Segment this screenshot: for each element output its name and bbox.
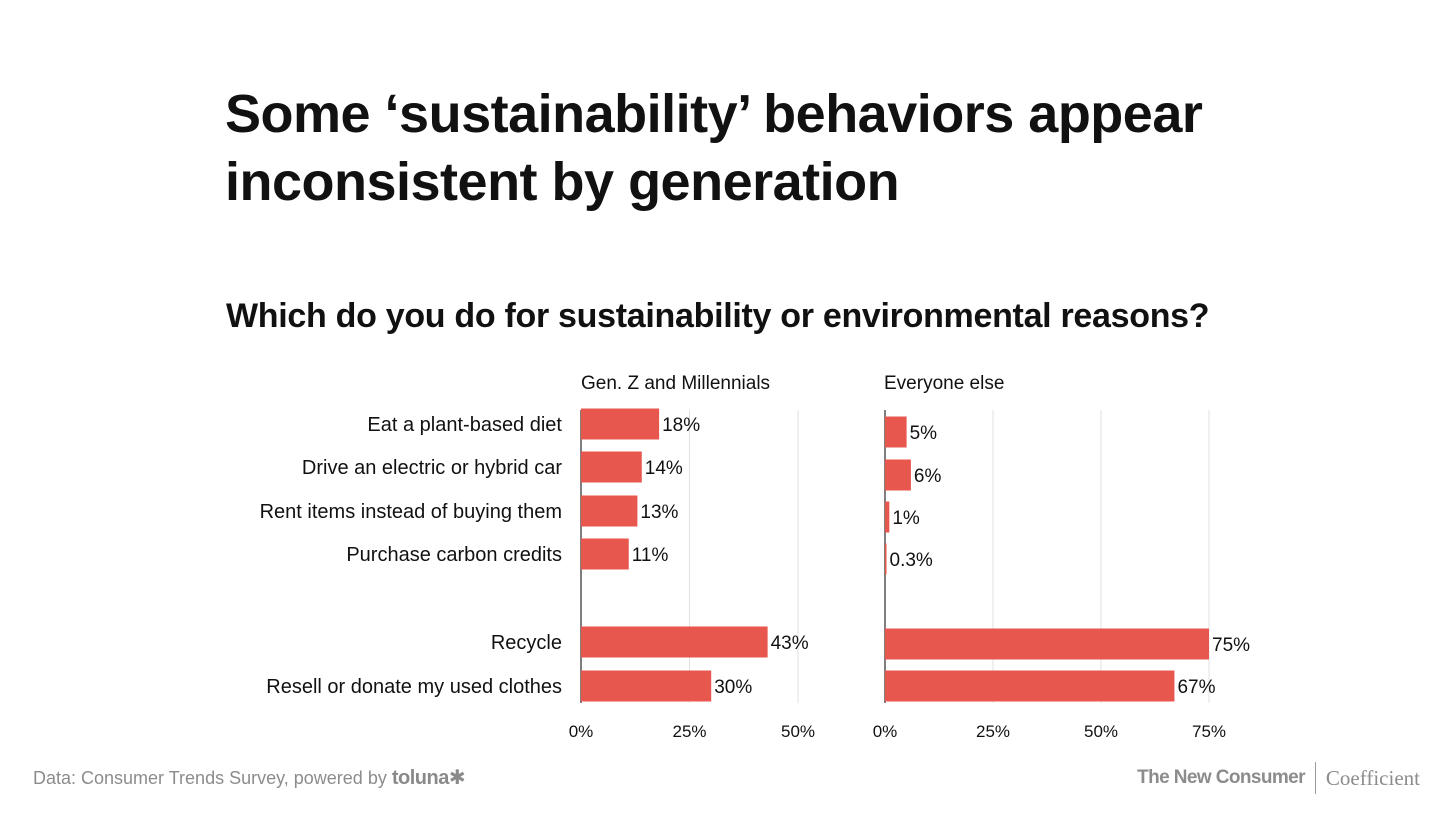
bar	[885, 670, 1175, 702]
source-text: Data: Consumer Trends Survey, powered by	[33, 768, 387, 788]
category-label: Recycle	[491, 632, 562, 654]
chart-question: Which do you do for sustainability or en…	[226, 297, 1210, 335]
bar	[581, 451, 642, 483]
category-label: Rent items instead of buying them	[260, 501, 562, 523]
the-new-consumer-logo: The New Consumer	[1137, 767, 1305, 788]
data-label: 75%	[1212, 635, 1250, 656]
data-label: 13%	[640, 502, 678, 523]
page-title: Some ‘sustainability’ behaviors appear i…	[225, 84, 1203, 212]
brand-logos: The New Consumer Coefficient	[1137, 762, 1420, 794]
x-tick-label: 50%	[781, 722, 815, 741]
x-tick-label: 0%	[569, 722, 594, 741]
panel-title: Everyone else	[884, 373, 1004, 394]
x-tick-label: 75%	[1192, 722, 1226, 741]
category-label: Purchase carbon credits	[346, 544, 562, 566]
category-label: Drive an electric or hybrid car	[302, 457, 562, 479]
bar	[581, 626, 768, 658]
bar	[885, 543, 887, 575]
data-label: 14%	[645, 458, 683, 479]
data-label: 67%	[1177, 677, 1215, 698]
x-tick-label: 25%	[976, 722, 1010, 741]
data-label: 5%	[910, 423, 938, 444]
x-tick-label: 50%	[1084, 722, 1118, 741]
data-source-note: Data: Consumer Trends Survey, powered by…	[33, 765, 466, 790]
category-label: Eat a plant-based diet	[367, 414, 562, 436]
bar	[581, 408, 660, 440]
bar	[581, 670, 712, 702]
data-label: 43%	[771, 633, 809, 654]
data-label: 1%	[892, 508, 920, 529]
coefficient-logo: Coefficient	[1325, 765, 1420, 790]
data-label: 0.3%	[890, 550, 933, 571]
brand-divider	[1314, 762, 1316, 794]
bar	[885, 459, 911, 491]
data-label: 30%	[714, 677, 752, 698]
bar	[885, 416, 907, 448]
x-tick-label: 25%	[672, 722, 706, 741]
category-label: Resell or donate my used clothes	[266, 676, 562, 698]
data-label: 18%	[662, 415, 700, 436]
bar	[581, 538, 629, 570]
toluna-logo: toluna✱	[391, 767, 466, 789]
x-tick-label: 0%	[873, 722, 898, 741]
bar	[581, 495, 638, 527]
data-label: 11%	[632, 545, 669, 566]
bar	[885, 628, 1209, 660]
bar	[885, 501, 890, 533]
panel-title: Gen. Z and Millennials	[581, 373, 770, 394]
data-label: 6%	[914, 466, 942, 487]
